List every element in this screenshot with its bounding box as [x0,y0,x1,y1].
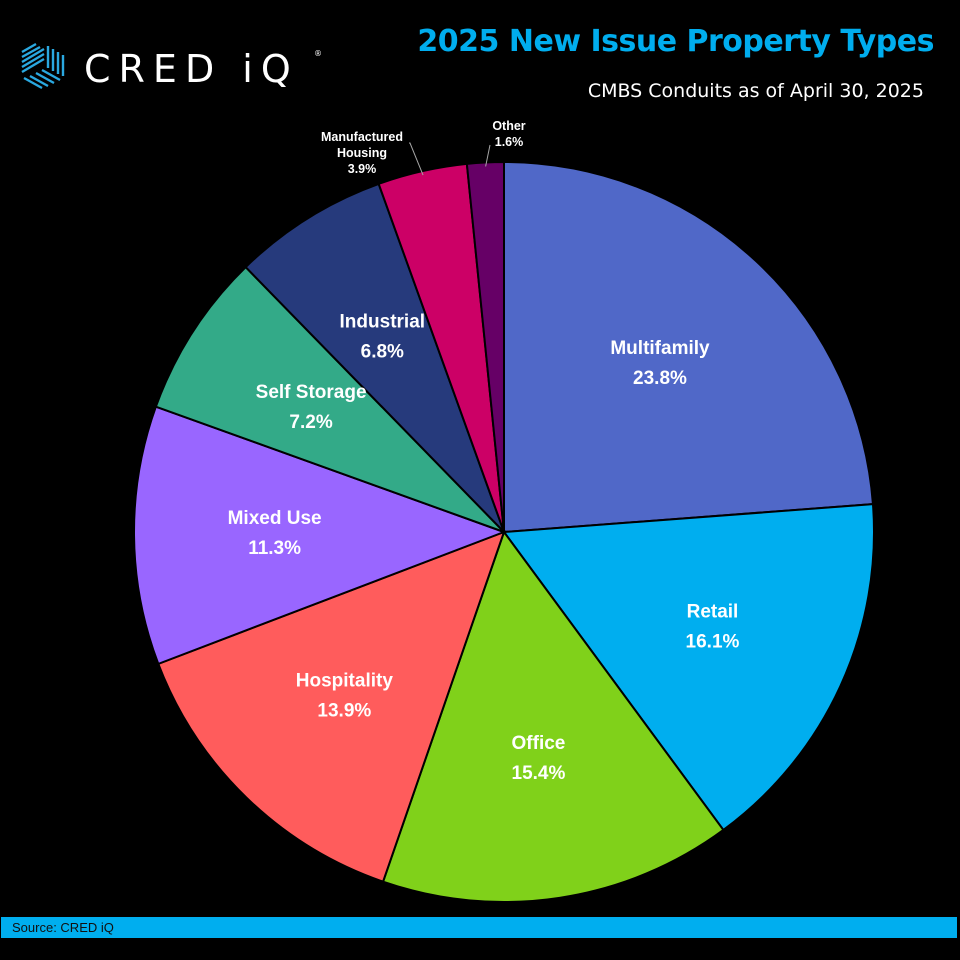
cred-iq-logo: CRED iQ ® [21,42,322,91]
pie-slice-mixed-use [133,405,507,666]
pie-slice-self-storage [154,265,505,533]
slice-label-self-storage: Self Storage [256,382,367,403]
slice-label-other: Other [492,119,525,133]
pie-slice-multifamily [503,160,875,534]
slice-label-retail: Retail [687,602,739,623]
slice-label-manufactured-housing: Housing [337,146,387,160]
pie-slice-office [381,529,725,903]
slice-value-hospitality: 13.9% [317,701,371,722]
chart-subtitle: CMBS Conduits as of April 30, 2025 [587,80,924,102]
slice-value-other: 1.6% [495,135,524,149]
slice-value-mixed-use: 11.3% [248,538,301,559]
slice-label-multifamily: Multifamily [610,338,710,359]
slice-value-manufactured-housing: 3.9% [348,162,377,176]
registered-mark: ® [314,49,322,58]
slice-value-industrial: 6.8% [361,342,404,363]
slice-value-retail: 16.1% [686,632,740,653]
logo-text: CRED iQ [84,47,299,91]
slice-label-mixed-use: Mixed Use [228,508,322,529]
cube-logo-icon [21,42,65,90]
slice-label-hospitality: Hospitality [296,671,394,692]
slice-label-manufactured-housing: Manufactured [321,130,403,144]
leader-line-other [485,144,491,167]
pie-slice-other [465,160,505,533]
slice-value-multifamily: 23.8% [633,368,687,389]
source-bar: Source: CRED iQ [1,917,957,938]
pie-slice-hospitality [157,530,506,883]
source-text: Source: CRED iQ [12,920,114,935]
slice-label-office: Office [512,733,566,754]
slice-label-industrial: Industrial [340,312,426,333]
pie-slice-industrial [244,182,505,533]
slice-value-self-storage: 7.2% [289,412,332,433]
chart-title: 2025 New Issue Property Types [417,24,934,59]
leader-line-manufactured-housing [409,142,424,176]
pie-slice-retail [502,503,875,832]
slice-value-office: 15.4% [512,763,566,784]
